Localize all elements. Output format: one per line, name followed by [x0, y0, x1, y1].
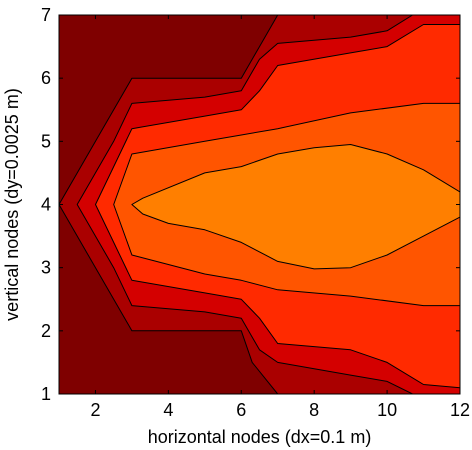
y-tick-label: 2: [41, 321, 51, 341]
x-tick-label: 4: [163, 400, 173, 420]
x-axis: 2 4 6 8 10 12: [90, 15, 470, 420]
y-axis-label: vertical nodes (dy=0.0025 m): [2, 88, 22, 321]
y-axis: 1 2 3 4 5 6 7: [41, 5, 460, 404]
x-tick-label: 8: [309, 400, 319, 420]
y-tick-label: 6: [41, 68, 51, 88]
x-axis-label: horizontal nodes (dx=0.1 m): [148, 427, 372, 447]
x-tick-label: 2: [90, 400, 100, 420]
y-tick-label: 1: [41, 384, 51, 404]
x-tick-label: 6: [236, 400, 246, 420]
y-tick-label: 4: [41, 195, 51, 215]
contour-fill-level-6: [131, 144, 460, 270]
plot-area: [59, 15, 460, 394]
y-tick-label: 5: [41, 131, 51, 151]
y-tick-label: 3: [41, 258, 51, 278]
y-tick-label: 7: [41, 5, 51, 25]
x-tick-label: 10: [377, 400, 397, 420]
x-tick-label: 12: [450, 400, 470, 420]
